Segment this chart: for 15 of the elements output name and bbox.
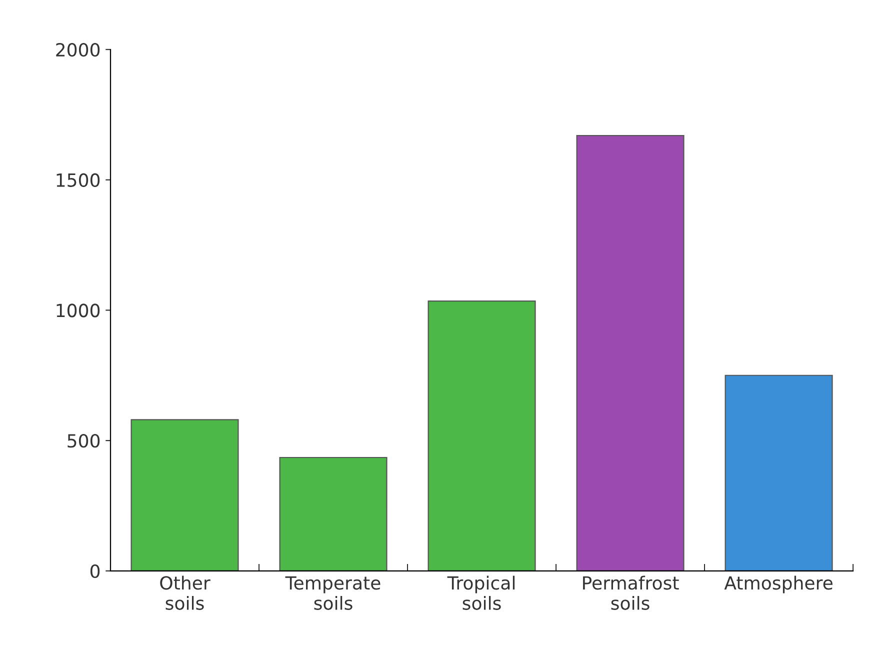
x-tick-label: Temperate soils — [285, 576, 380, 610]
x-tick-label: Tropical soils — [447, 576, 515, 610]
y-tick-label: 1000 — [56, 304, 100, 318]
x-tick-label: Permafrost soils — [583, 576, 679, 610]
x-tick-label: Atmosphere — [724, 576, 832, 594]
y-tick-label: 2000 — [56, 42, 100, 57]
bar — [428, 300, 536, 571]
bar — [130, 419, 239, 571]
bar — [279, 456, 388, 571]
bar — [724, 374, 833, 571]
y-tick-label: 500 — [68, 434, 100, 448]
y-tick-label: 0 — [90, 564, 100, 578]
y-tick-label: 1500 — [56, 173, 100, 187]
x-tick-label: Other soils — [160, 576, 210, 610]
bar — [576, 134, 684, 571]
